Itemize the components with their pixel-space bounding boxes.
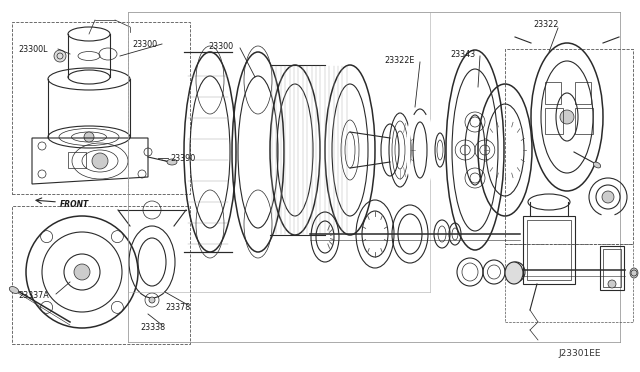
- Text: 23390: 23390: [170, 154, 195, 163]
- Ellipse shape: [505, 262, 523, 284]
- Text: 23378: 23378: [165, 304, 190, 312]
- Ellipse shape: [593, 162, 601, 168]
- Circle shape: [608, 280, 616, 288]
- Text: J23301EE: J23301EE: [558, 350, 600, 359]
- Circle shape: [602, 191, 614, 203]
- Text: 23343: 23343: [450, 49, 475, 58]
- Text: 23337A: 23337A: [18, 292, 49, 301]
- Text: 23300: 23300: [208, 42, 233, 51]
- Ellipse shape: [630, 268, 638, 278]
- Bar: [12, 22, 190, 194]
- Bar: [575, 108, 593, 134]
- Bar: [505, 244, 633, 322]
- Text: 23322E: 23322E: [384, 55, 414, 64]
- Circle shape: [149, 297, 155, 303]
- Text: 23322: 23322: [533, 19, 558, 29]
- Circle shape: [92, 153, 108, 169]
- Circle shape: [560, 110, 574, 124]
- Bar: [545, 108, 563, 134]
- Bar: [600, 246, 624, 290]
- Text: 23300L: 23300L: [18, 45, 47, 54]
- Ellipse shape: [10, 286, 19, 294]
- Bar: [523, 216, 575, 284]
- Bar: [12, 206, 190, 344]
- Text: 23338: 23338: [140, 324, 165, 333]
- Text: 23300: 23300: [132, 39, 157, 48]
- Ellipse shape: [167, 159, 177, 165]
- Bar: [505, 49, 633, 244]
- Circle shape: [84, 132, 94, 142]
- Circle shape: [74, 264, 90, 280]
- Bar: [545, 82, 561, 104]
- Bar: [603, 249, 621, 287]
- Bar: [527, 220, 571, 280]
- Bar: [575, 82, 591, 104]
- Text: FRONT: FRONT: [60, 199, 89, 208]
- Circle shape: [54, 50, 66, 62]
- Bar: [68, 152, 86, 168]
